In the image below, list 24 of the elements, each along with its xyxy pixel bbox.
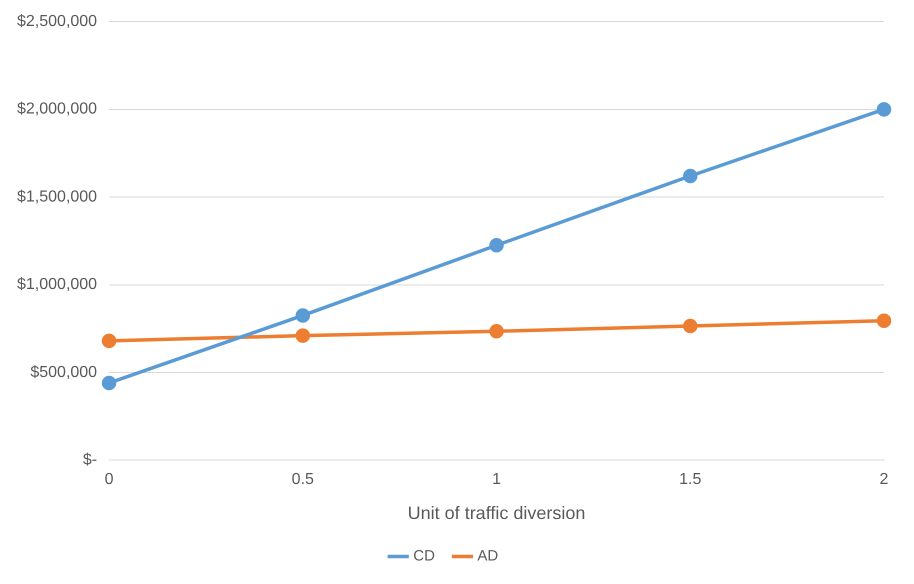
y-tick-label: $2,000,000 <box>17 100 98 118</box>
point <box>876 102 892 117</box>
y-tick-label: $500,000 <box>30 364 98 381</box>
y-tick-label: $- <box>82 452 98 469</box>
y-tick-label: $2,500,000 <box>17 13 98 30</box>
point <box>296 308 310 323</box>
point <box>876 313 892 328</box>
legend-label: CD <box>413 548 436 565</box>
x-axis-title: Unit of traffic diversion <box>408 503 586 524</box>
point <box>683 168 698 184</box>
legend-label: AD <box>477 548 498 565</box>
x-tick-label: 1.5 <box>679 471 702 488</box>
point <box>296 328 310 343</box>
point <box>102 334 116 348</box>
point <box>683 318 698 334</box>
x-tick-label: 0 <box>104 471 114 488</box>
x-tick-label: 1 <box>492 471 502 488</box>
point <box>489 238 504 253</box>
point <box>102 376 116 390</box>
x-tick-label: 0.5 <box>292 471 314 488</box>
y-tick-label: $1,000,000 <box>17 276 98 294</box>
point <box>489 324 504 338</box>
y-tick-label: $1,500,000 <box>17 188 98 206</box>
x-tick-label: 2 <box>880 471 889 488</box>
